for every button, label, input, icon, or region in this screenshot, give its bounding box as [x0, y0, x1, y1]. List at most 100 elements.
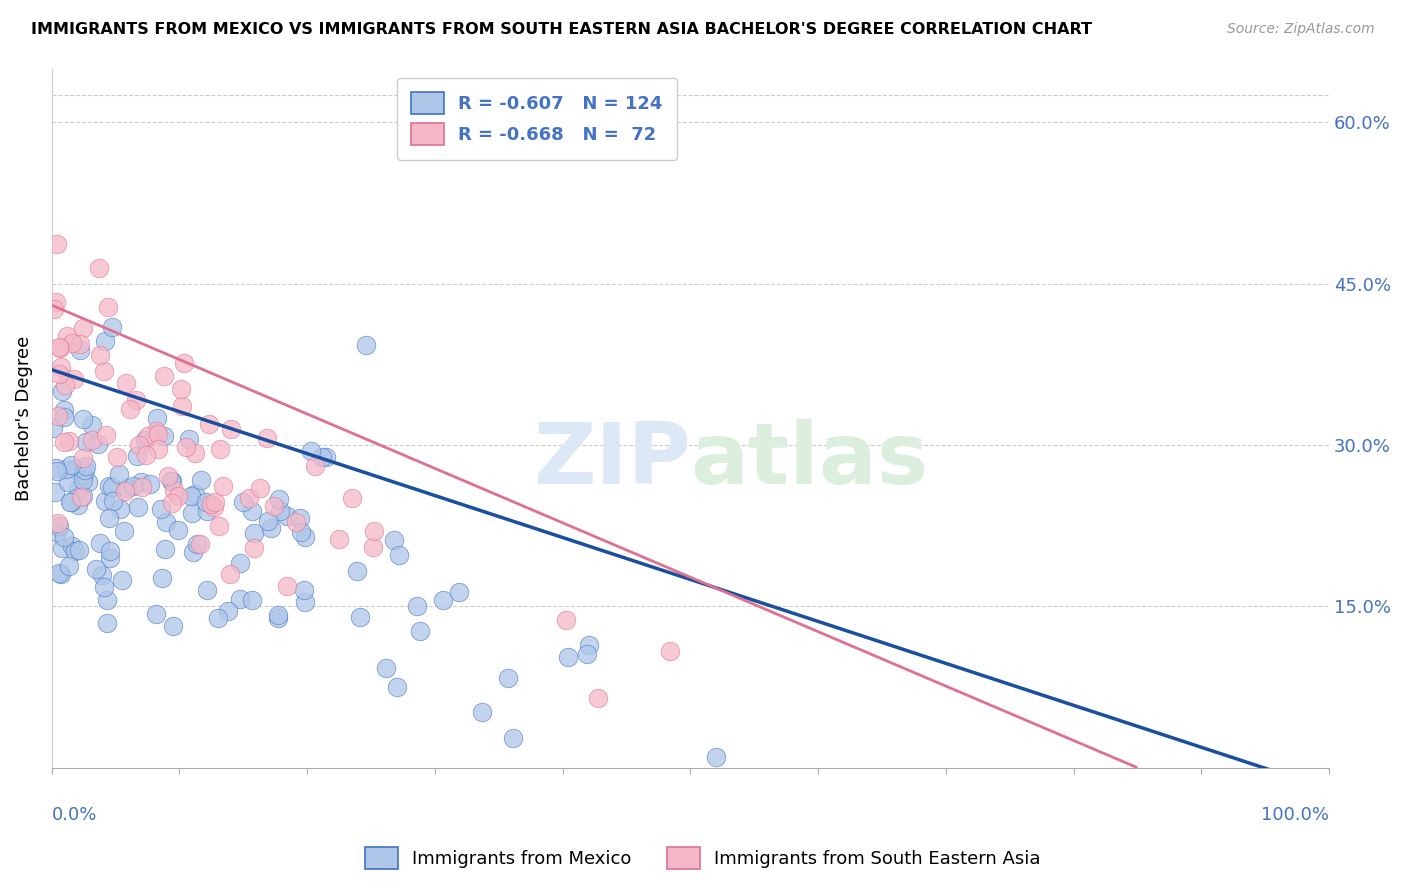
Point	[207, 611, 229, 625]
Point	[229, 556, 252, 570]
Point	[184, 446, 207, 460]
Point	[111, 573, 134, 587]
Point	[256, 514, 278, 528]
Point	[63, 462, 86, 476]
Point	[44, 301, 66, 316]
Point	[267, 610, 290, 624]
Point	[145, 411, 167, 425]
Point	[174, 440, 197, 454]
Point	[195, 503, 218, 517]
Point	[204, 495, 226, 509]
Point	[555, 613, 578, 627]
Point	[69, 343, 91, 357]
Point	[136, 428, 159, 442]
Point	[49, 567, 72, 582]
Point	[129, 475, 152, 489]
Text: 100.0%: 100.0%	[1261, 806, 1329, 824]
Point	[385, 681, 408, 695]
Point	[315, 450, 337, 464]
Point	[294, 595, 316, 609]
Point	[63, 544, 86, 558]
Text: ZIP: ZIP	[533, 418, 690, 501]
Point	[93, 364, 115, 378]
Point	[188, 537, 211, 551]
Point	[87, 260, 110, 275]
Point	[75, 434, 97, 449]
Point	[586, 690, 609, 705]
Point	[170, 383, 193, 397]
Point	[46, 525, 69, 540]
Point	[180, 490, 202, 504]
Point	[349, 609, 371, 624]
Point	[72, 451, 94, 466]
Point	[162, 496, 184, 510]
Point	[97, 510, 120, 524]
Legend: R = -0.607   N = 124, R = -0.668   N =  72: R = -0.607 N = 124, R = -0.668 N = 72	[396, 78, 678, 160]
Point	[557, 650, 579, 665]
Point	[704, 750, 727, 764]
Point	[67, 543, 90, 558]
Point	[115, 481, 138, 495]
Point	[167, 523, 190, 537]
Point	[496, 671, 519, 685]
Point	[145, 424, 167, 438]
Point	[163, 483, 186, 497]
Point	[290, 525, 312, 540]
Point	[101, 320, 124, 334]
Point	[72, 473, 94, 487]
Point	[66, 498, 89, 512]
Point	[408, 624, 430, 639]
Point	[105, 450, 128, 464]
Point	[121, 479, 143, 493]
Point	[89, 348, 111, 362]
Text: IMMIGRANTS FROM MEXICO VS IMMIGRANTS FROM SOUTH EASTERN ASIA BACHELOR'S DEGREE C: IMMIGRANTS FROM MEXICO VS IMMIGRANTS FRO…	[31, 22, 1092, 37]
Point	[240, 504, 263, 518]
Point	[242, 525, 264, 540]
Point	[48, 340, 70, 354]
Point	[89, 536, 111, 550]
Point	[51, 384, 73, 398]
Point	[53, 378, 76, 392]
Point	[45, 294, 67, 309]
Point	[340, 491, 363, 506]
Point	[232, 495, 254, 509]
Point	[48, 519, 70, 533]
Point	[127, 500, 149, 515]
Point	[184, 486, 207, 500]
Point	[179, 432, 201, 446]
Legend: Immigrants from Mexico, Immigrants from South Eastern Asia: Immigrants from Mexico, Immigrants from …	[356, 838, 1050, 879]
Point	[75, 458, 97, 473]
Point	[75, 463, 97, 477]
Point	[93, 580, 115, 594]
Point	[128, 438, 150, 452]
Point	[153, 429, 176, 443]
Point	[93, 334, 115, 348]
Point	[69, 337, 91, 351]
Point	[112, 524, 135, 538]
Point	[266, 607, 288, 622]
Point	[159, 474, 181, 488]
Point	[70, 490, 93, 504]
Point	[46, 516, 69, 530]
Point	[195, 583, 218, 598]
Point	[45, 461, 67, 475]
Point	[131, 480, 153, 494]
Point	[269, 504, 291, 518]
Point	[276, 579, 298, 593]
Point	[45, 237, 67, 252]
Point	[578, 638, 600, 652]
Point	[100, 543, 122, 558]
Point	[55, 329, 77, 343]
Point	[52, 530, 75, 544]
Point	[162, 619, 184, 633]
Point	[59, 458, 82, 472]
Point	[145, 607, 167, 622]
Point	[53, 410, 76, 425]
Point	[96, 427, 118, 442]
Point	[58, 559, 80, 574]
Point	[45, 464, 67, 478]
Point	[240, 592, 263, 607]
Point	[134, 433, 156, 447]
Point	[42, 421, 65, 435]
Point	[93, 494, 115, 508]
